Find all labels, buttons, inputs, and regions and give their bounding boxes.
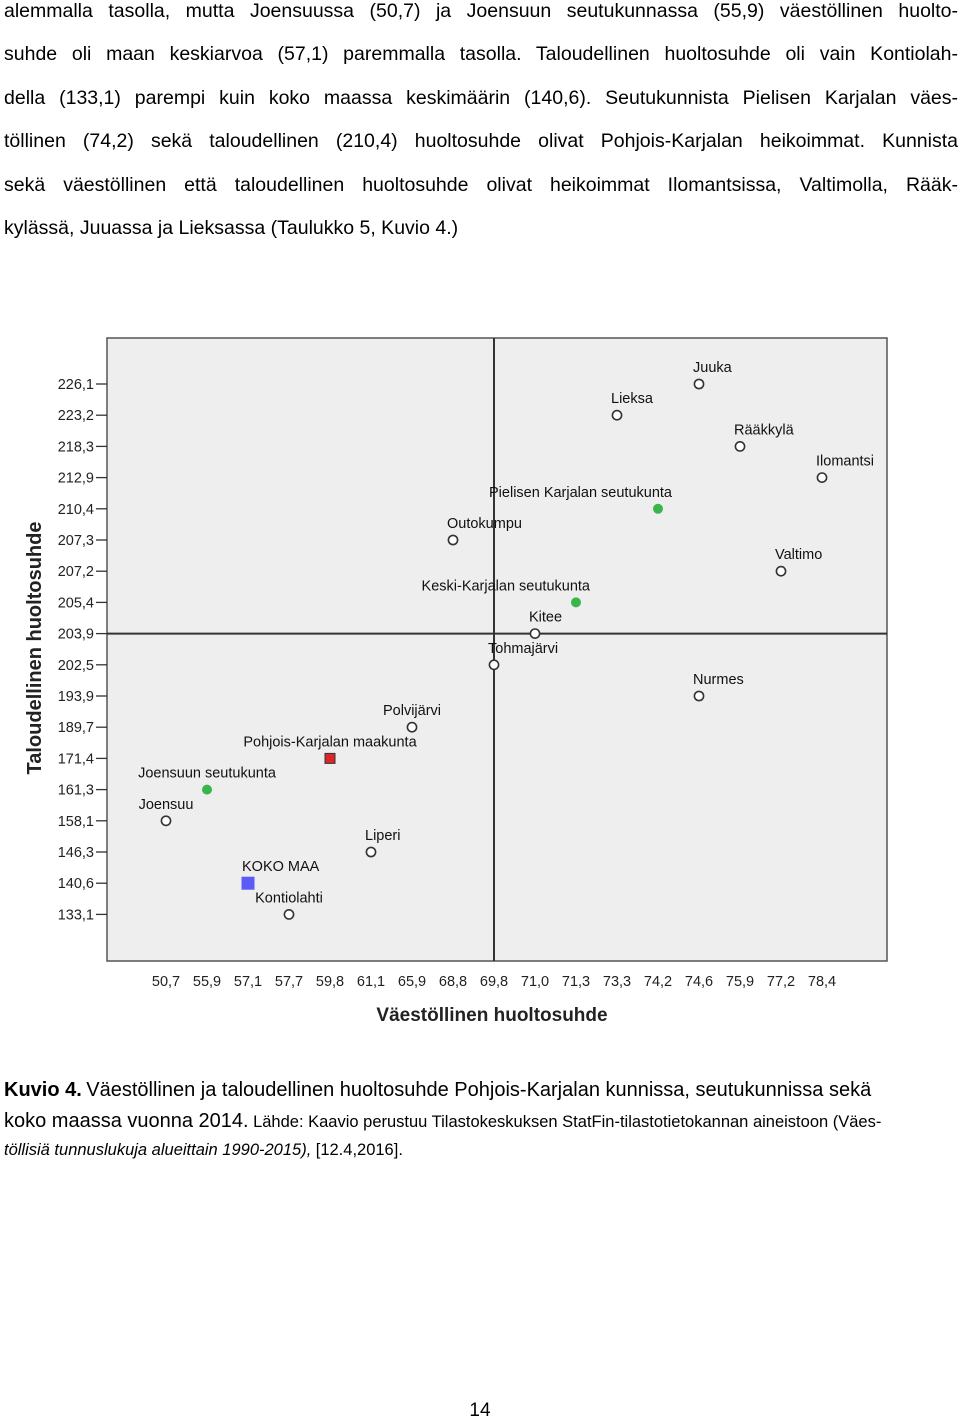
point-marker <box>241 876 255 890</box>
y-axis-title: Taloudellinen huoltosuhde <box>24 522 46 775</box>
point-marker <box>529 628 541 639</box>
y-tick-label: 161,3 <box>58 783 94 799</box>
x-tick-label: 57,7 <box>275 974 303 990</box>
paragraph-line: suhde oli maan keskiarvoa (57,1) paremma… <box>4 43 958 66</box>
y-tick-label: 203,9 <box>58 627 94 643</box>
paragraph-line: della (133,1) parempi kuin koko maassa k… <box>4 86 958 109</box>
point-marker <box>571 597 581 608</box>
point-label: Kitee <box>529 610 562 626</box>
x-tick-label: 73,3 <box>603 974 631 990</box>
point-label: Tohmajärvi <box>488 641 558 657</box>
caption-title: koko maassa vuonna 2014. <box>4 1110 249 1132</box>
x-tick-label: 77,2 <box>767 974 795 990</box>
point-label: Joensuun seutukunta <box>138 766 277 782</box>
y-tick-label: 140,6 <box>58 876 94 892</box>
y-tick-label: 171,4 <box>58 751 94 767</box>
y-tick-label: 226,1 <box>58 377 94 393</box>
point-label: Keski-Karjalan seutukunta <box>422 578 591 594</box>
y-tick-label: 210,4 <box>58 502 94 518</box>
x-tick-label: 74,6 <box>685 974 713 990</box>
body-paragraph: alemmalla tasolla, mutta Joensuussa (50,… <box>4 0 958 250</box>
point-label: Rääkkylä <box>734 422 795 438</box>
y-tick-label: 158,1 <box>58 814 94 830</box>
point-label: Joensuu <box>139 797 194 813</box>
point-label: Juuka <box>693 360 733 376</box>
x-tick-label: 71,0 <box>521 974 549 990</box>
caption-title: Väestöllinen ja taloudellinen huoltosuhd… <box>86 1079 872 1101</box>
plot-area <box>106 337 888 962</box>
point-marker <box>816 472 828 483</box>
caption-source: [12.4,2016]. <box>315 1141 403 1159</box>
point-marker <box>775 565 787 577</box>
point-label: Polvijärvi <box>383 703 441 719</box>
point-label: Outokumpu <box>447 516 522 532</box>
x-axis-title: Väestöllinen huoltosuhde <box>376 1005 607 1026</box>
scatter-chart: 226,1 223,2 218,3 212,9 210,4 207,3 207,2 205,4… <box>24 337 888 1026</box>
y-tick-label: 133,1 <box>58 907 94 923</box>
point-label: Pohjois-Karjalan maakunta <box>243 734 417 750</box>
point-marker <box>488 659 500 671</box>
x-tick-label: 78,4 <box>808 974 836 990</box>
x-tick-label: 69,8 <box>480 974 508 990</box>
y-tick-label: 205,4 <box>58 595 94 611</box>
point-label: Nurmes <box>693 672 744 688</box>
point-label: Kontiolahti <box>255 890 323 906</box>
x-tick-label: 74,2 <box>644 974 672 990</box>
x-tick-label: 50,7 <box>152 974 180 990</box>
point-marker <box>447 534 459 546</box>
x-tick-label: 75,9 <box>726 974 754 990</box>
point-marker <box>693 378 705 390</box>
paragraph-line: kylässä, Juuassa ja Lieksassa (Taulukko … <box>4 217 459 240</box>
y-tick-label: 193,9 <box>58 689 94 705</box>
x-tick-label: 71,3 <box>562 974 590 990</box>
y-tick-label: 223,2 <box>58 408 94 424</box>
point-marker <box>365 846 377 858</box>
point-label: Liperi <box>365 828 400 844</box>
point-marker <box>734 441 746 452</box>
x-tick-label: 59,8 <box>316 974 344 990</box>
y-tick-label: 146,3 <box>58 845 94 861</box>
x-tick-label: 68,8 <box>439 974 467 990</box>
point-marker <box>202 784 212 795</box>
x-tick-label: 61,1 <box>357 974 385 990</box>
caption-source: töllisiä tunnuslukuja alueittain 1990-20… <box>4 1141 312 1159</box>
point-marker <box>160 815 172 827</box>
page-number: 14 <box>469 1400 491 1421</box>
point-marker <box>283 909 295 920</box>
point-marker <box>324 752 336 764</box>
point-label: Lieksa <box>611 391 654 407</box>
point-label: KOKO MAA <box>242 859 320 875</box>
caption-label: Kuvio 4. <box>4 1079 82 1101</box>
point-marker <box>611 409 623 421</box>
x-tick-label: 55,9 <box>193 974 221 990</box>
paragraph-line: sekä väestöllinen että taloudellinen huo… <box>4 173 958 196</box>
y-tick-label: 189,7 <box>58 720 94 736</box>
figure-caption: Kuvio 4. Väestöllinen ja taloudellinen h… <box>4 1075 958 1164</box>
paragraph-line: töllinen (74,2) sekä taloudellinen (210,… <box>4 130 958 153</box>
y-tick-label: 212,9 <box>58 471 94 487</box>
caption-source: Lähde: Kaavio perustuu Tilastokeskuksen … <box>253 1113 882 1131</box>
point-marker <box>406 721 418 733</box>
x-tick-label: 57,1 <box>234 974 262 990</box>
y-tick-label: 202,5 <box>58 658 94 674</box>
point-marker <box>653 503 663 514</box>
point-marker <box>693 690 705 702</box>
point-label: Ilomantsi <box>816 454 874 470</box>
y-tick-label: 207,3 <box>58 533 94 549</box>
y-tick-label: 218,3 <box>58 439 94 455</box>
point-label: Pielisen Karjalan seutukunta <box>489 485 673 501</box>
x-tick-label: 65,9 <box>398 974 426 990</box>
paragraph-line: alemmalla tasolla, mutta Joensuussa (50,… <box>4 0 958 22</box>
y-tick-label: 207,2 <box>58 564 94 580</box>
point-label: Valtimo <box>775 547 822 563</box>
